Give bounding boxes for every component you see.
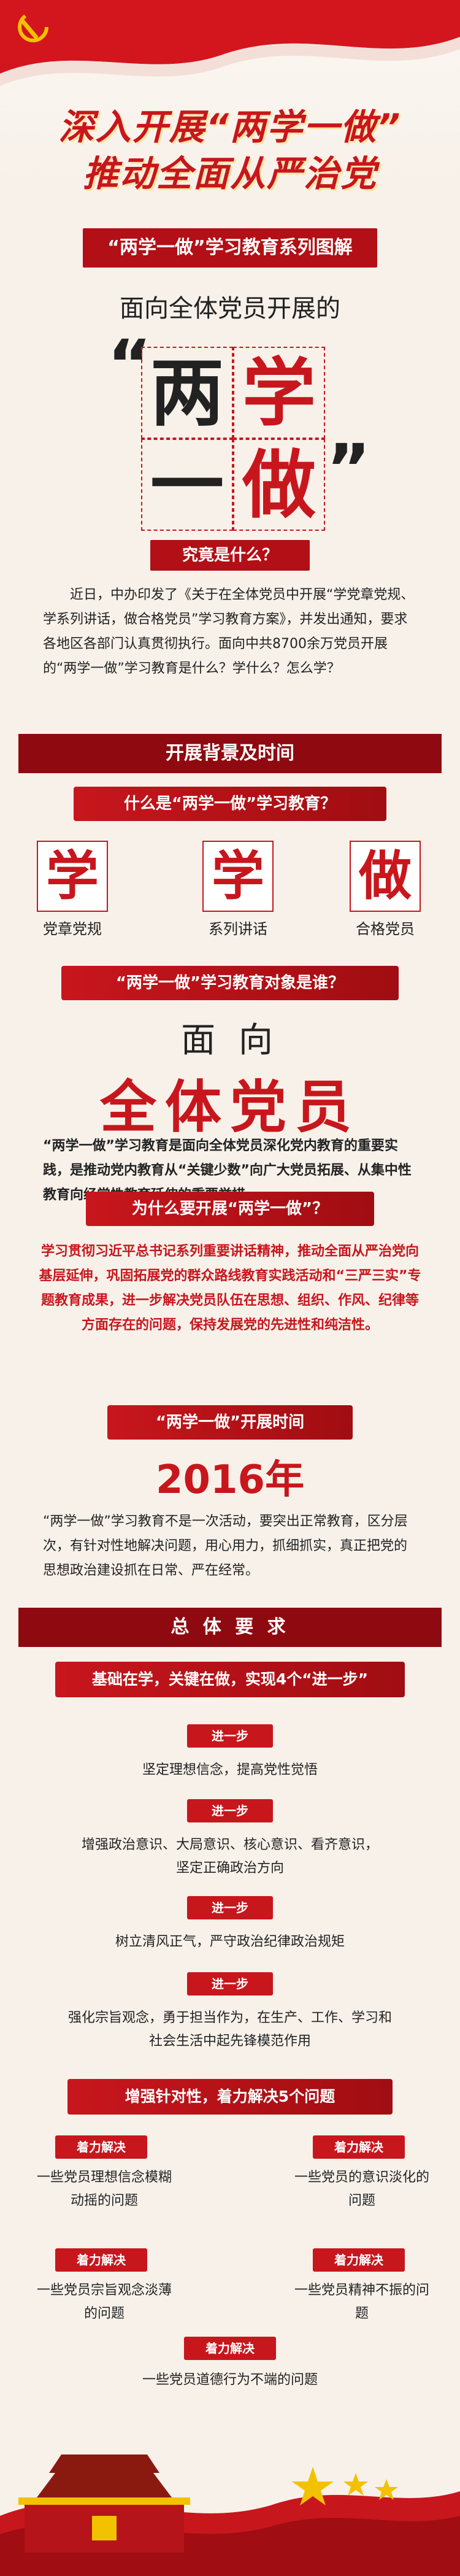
- word-xue-1: 学: [37, 841, 108, 912]
- problem-badge-1: 着力解决: [55, 2135, 147, 2159]
- step-text-2: 增强政治意识、大局意识、核心意识、看齐意识，坚定正确政治方向: [81, 1837, 378, 1876]
- char-zuo: 做: [233, 439, 325, 531]
- header-title-line1: 深入开展“两学一做”: [58, 106, 402, 148]
- problem-text-1: 一些党员理想信念模糊动摇的问题: [36, 2170, 172, 2208]
- q3-pill: 为什么要开展“两学一做”？: [86, 1192, 374, 1226]
- year-text: 2016年: [155, 1457, 305, 1503]
- header-banner: 深入开展“两学一做” 推动全面从严治党: [0, 0, 460, 195]
- question-ribbon: 究竟是什么？: [150, 540, 310, 571]
- problem-text-5: 一些党员道德行为不端的问题: [142, 2372, 318, 2388]
- word-xue-2: 学: [202, 841, 274, 912]
- word-label-3: 合格党员: [356, 920, 415, 938]
- problem-badge-3: 着力解决: [55, 2248, 147, 2272]
- q4-pill: “两学一做”开展时间: [107, 1405, 353, 1440]
- quote-close: ”: [326, 430, 371, 508]
- section-heading-requirements: 总 体 要 求: [18, 1608, 442, 1647]
- problems-title-pill: 增强针对性，着力解决5个问题: [67, 2079, 393, 2115]
- step-badge-2: 进一步: [187, 1799, 273, 1822]
- problem-text-2: 一些党员的意识淡化的问题: [294, 2170, 429, 2208]
- header-title-line2: 推动全面从严治党: [82, 153, 377, 195]
- problem-text-4: 一些党员精神不振的问题: [294, 2283, 429, 2321]
- intro-paragraph: 近日，中办印发了《关于在全体党员中开展“学党章党规、学系列讲话，做合格党员”学习…: [43, 587, 415, 676]
- stars-icon: [292, 2467, 398, 2505]
- intro-subtitle: 面向全体党员开展的: [120, 295, 340, 323]
- step-badge-1: 进一步: [187, 1724, 273, 1748]
- problem-badge-4: 着力解决: [313, 2248, 405, 2272]
- word-zuo: 做: [350, 841, 421, 912]
- q2-pill: “两学一做”学习教育对象是谁？: [61, 966, 399, 1000]
- quote-open: “: [107, 325, 152, 404]
- word-label-2: 系列讲话: [209, 920, 267, 938]
- tiananmen-icon: [18, 2455, 190, 2553]
- char-yi: 一: [141, 439, 233, 531]
- target-big: 全体党员: [99, 1074, 360, 1140]
- char-xue: 学: [233, 347, 325, 439]
- step-text-4: 强化宗旨观念，勇于担当作为，在生产、工作、学习和社会生活中起先锋模范作用: [67, 2010, 392, 2049]
- hammer-sickle-icon: [18, 12, 48, 42]
- series-title-ribbon: “两学一做”学习教育系列图解: [83, 228, 377, 268]
- step-badge-4: 进一步: [187, 1972, 273, 1996]
- time-paragraph: “两学一做”学习教育不是一次活动，要突出正常教育，区分层次，有针对性地解决问题，…: [43, 1514, 408, 1578]
- step-badge-3: 进一步: [187, 1896, 273, 1919]
- q1-pill: 什么是“两学一做”学习教育？: [74, 787, 386, 821]
- step-text-1: 坚定理想信念，提高党性觉悟: [142, 1762, 318, 1778]
- problem-badge-2: 着力解决: [313, 2135, 405, 2159]
- steps-title-pill: 基础在学，关键在做，实现4个“进一步”: [55, 1662, 405, 1697]
- word-label-1: 党章党规: [43, 920, 102, 938]
- char-liang: 两: [141, 347, 233, 439]
- footer-decoration: [0, 2455, 460, 2576]
- problem-badge-5: 着力解决: [184, 2337, 276, 2360]
- step-text-3: 树立清风正气，严守政治纪律政治规矩: [115, 1934, 345, 1949]
- problem-text-3: 一些党员宗旨观念淡薄的问题: [36, 2283, 172, 2321]
- section-heading-background: 开展背景及时间: [18, 734, 442, 773]
- party-flag-graphic: [0, 0, 460, 86]
- why-paragraph: 学习贯彻习近平总书记系列重要讲话精神，推动全面从严治党向基层延伸，巩固拓展党的群…: [39, 1244, 421, 1333]
- target-small: 面 向: [181, 1020, 279, 1060]
